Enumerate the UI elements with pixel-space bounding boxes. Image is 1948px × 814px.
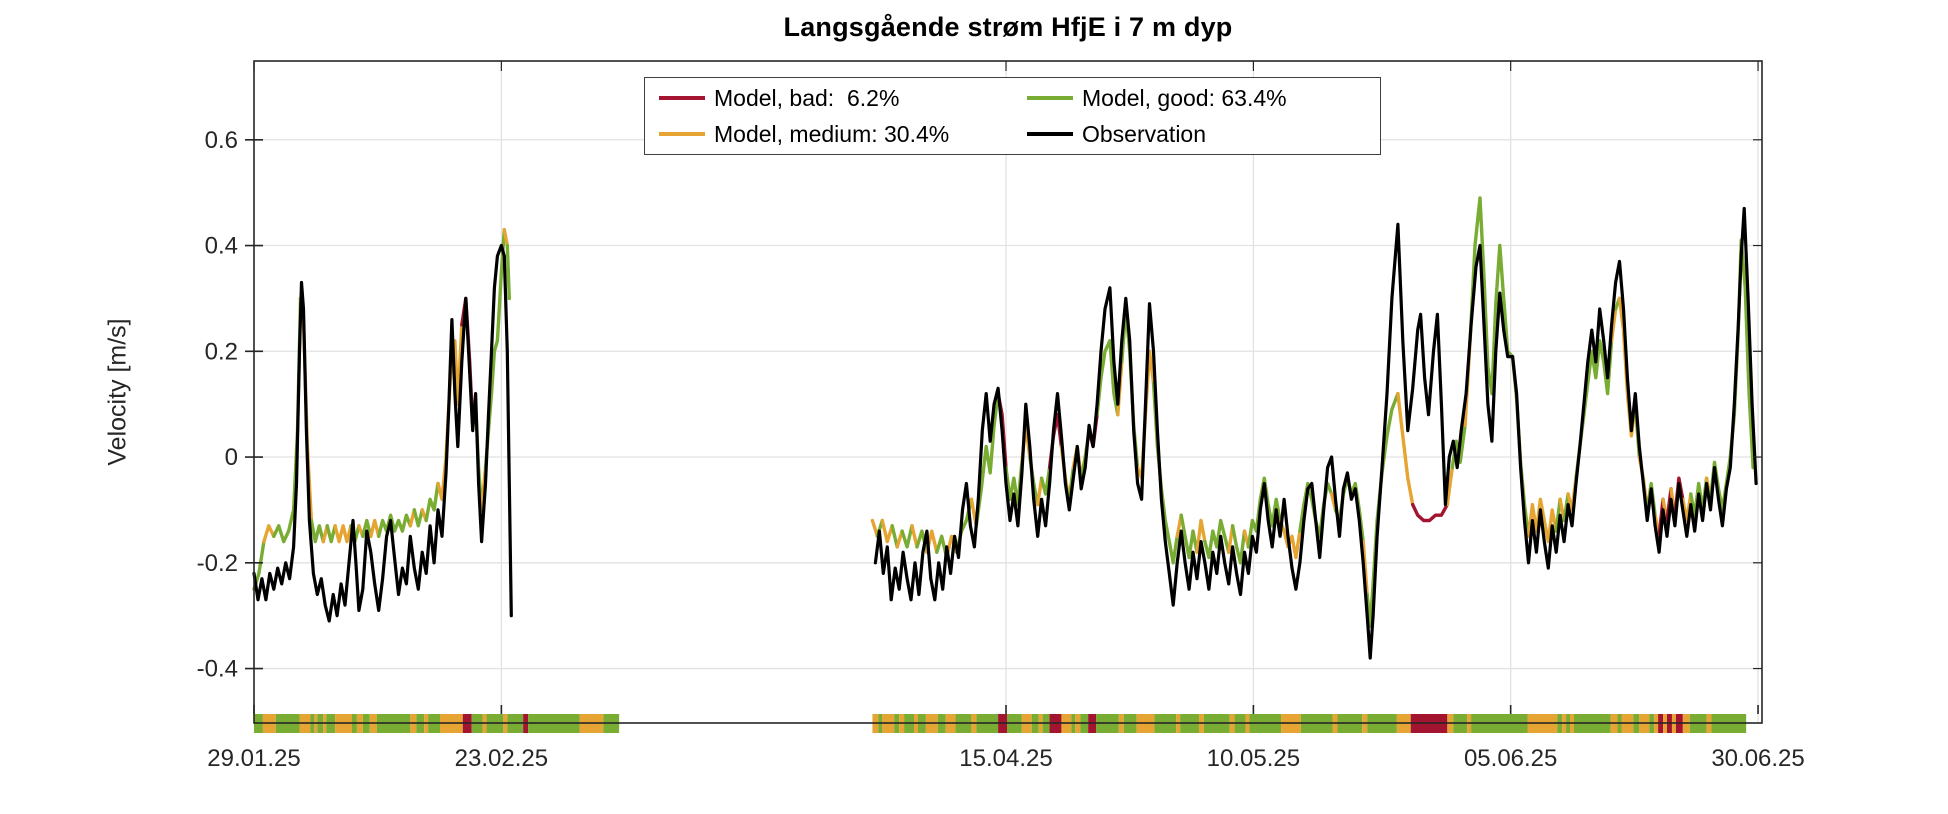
model-series-good xyxy=(325,524,337,544)
legend-item-model-medium: Model, medium: 30.4% xyxy=(659,116,1027,152)
model-series-medium xyxy=(910,524,919,549)
model-bad-line-swatch xyxy=(659,96,705,100)
model-series-bad xyxy=(1411,502,1449,523)
legend-item-observation: Observation xyxy=(1027,116,1374,152)
model-series-good xyxy=(412,508,424,528)
model-series-medium xyxy=(369,518,381,538)
axes-box xyxy=(253,60,1763,724)
chart-title: Langsgående strøm HfjE i 7 m dyp xyxy=(783,12,1233,42)
model-series-good xyxy=(890,524,899,549)
model-series-good xyxy=(424,481,440,523)
model-series-medium xyxy=(502,228,509,248)
model-series-good xyxy=(361,518,373,538)
legend-label-model-bad: Model, bad: 6.2% xyxy=(714,84,900,111)
y-tick-label: 0 xyxy=(225,444,238,471)
legend-label-model-good: Model, good: 63.4% xyxy=(1082,84,1287,111)
model-series-medium xyxy=(880,518,894,544)
model-series-medium xyxy=(262,524,276,544)
observation-series xyxy=(873,206,1758,660)
model-series-medium xyxy=(1681,492,1693,523)
x-tick-label: 23.02.25 xyxy=(455,745,548,772)
x-tick-label: 29.01.25 xyxy=(207,745,300,772)
model-good-line-swatch xyxy=(1027,96,1073,100)
legend-label-observation: Observation xyxy=(1082,120,1207,147)
x-tick-label: 30.06.25 xyxy=(1711,745,1804,772)
legend-item-model-bad: Model, bad: 6.2% xyxy=(659,80,1027,116)
model-series-good xyxy=(1179,513,1199,560)
plot-area xyxy=(254,61,1762,723)
legend-label-model-medium: Model, medium: 30.4% xyxy=(714,120,950,147)
model-series-medium xyxy=(333,524,353,544)
x-tick-label: 05.06.25 xyxy=(1464,745,1557,772)
y-tick-label: -0.4 xyxy=(197,656,238,683)
model-series-good xyxy=(377,513,412,538)
model-series-good xyxy=(1203,518,1231,560)
y-tick-label: 0.2 xyxy=(205,338,238,365)
model-series-good xyxy=(1230,524,1247,565)
y-axis-label: Velocity [m/s] xyxy=(103,318,132,466)
y-tick-label: -0.2 xyxy=(197,550,238,577)
observation-series xyxy=(252,243,513,623)
x-tick-label: 10.05.25 xyxy=(1207,745,1300,772)
model-series-good xyxy=(974,391,1000,528)
model-series-medium xyxy=(1396,391,1415,507)
model-medium-line-swatch xyxy=(659,132,705,136)
model-series-medium xyxy=(1526,497,1558,544)
observation-line-swatch xyxy=(1027,132,1073,136)
model-series-good xyxy=(1039,465,1052,496)
model-series-medium xyxy=(1195,518,1207,554)
model-series-good xyxy=(309,518,325,544)
y-tick-label: 0.6 xyxy=(205,127,238,154)
model-series-medium xyxy=(1036,476,1044,507)
model-series-good xyxy=(505,243,511,301)
x-tick-label: 15.04.25 xyxy=(959,745,1052,772)
legend: Model, bad: 6.2% Model, good: 63.4% Mode… xyxy=(644,77,1381,155)
model-series-good xyxy=(1246,476,1282,549)
legend-item-model-good: Model, good: 63.4% xyxy=(1027,80,1374,116)
model-series-medium xyxy=(1445,465,1454,507)
model-series-good xyxy=(1095,339,1120,417)
y-tick-label: 0.4 xyxy=(205,233,238,260)
model-series-good xyxy=(900,524,914,549)
